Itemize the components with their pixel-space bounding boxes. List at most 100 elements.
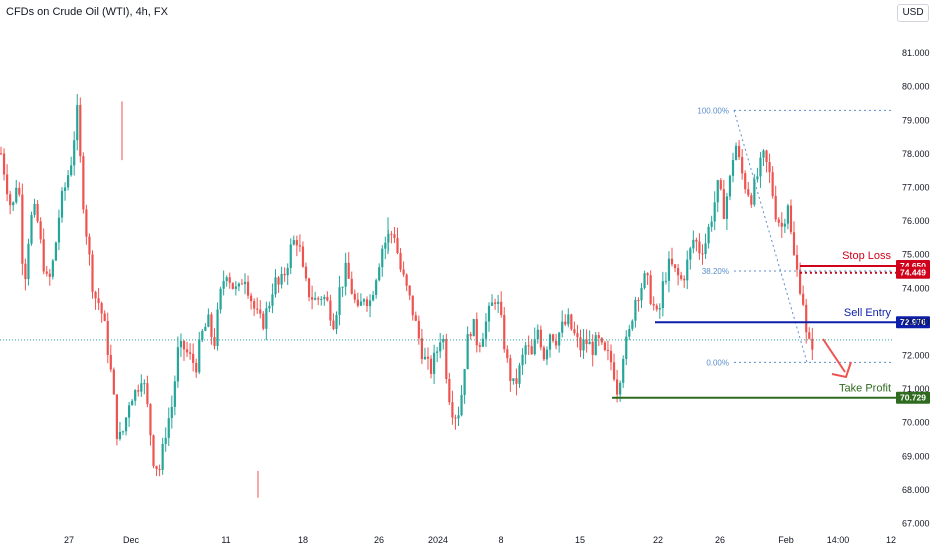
candle-body <box>625 336 628 360</box>
candle-body <box>250 295 253 302</box>
candle-body <box>692 239 695 249</box>
candle-body <box>420 338 423 360</box>
candle-body <box>356 299 359 306</box>
candle-body <box>658 308 661 310</box>
candle-body <box>338 287 341 316</box>
y-tick-label: 81.000 <box>902 48 930 58</box>
candle-body <box>582 339 585 351</box>
candle-body <box>253 301 256 309</box>
candle-body <box>375 280 378 295</box>
candle-body <box>448 379 451 403</box>
candle-body <box>368 300 372 307</box>
down-arrow <box>822 338 846 373</box>
price-tag <box>896 391 930 404</box>
candle-body <box>27 243 30 280</box>
candle-body <box>649 275 652 304</box>
candle-body <box>686 259 689 281</box>
candle-body <box>155 466 158 469</box>
candle-body <box>667 258 671 281</box>
candle-body <box>21 194 24 264</box>
candle-body <box>606 349 610 351</box>
candle-body <box>320 298 323 300</box>
take-profit-label: Take Profit <box>839 383 891 395</box>
currency-button[interactable]: USD <box>897 4 929 22</box>
candle-body <box>716 180 719 203</box>
down-arrow-head <box>831 361 852 379</box>
candle-body <box>756 176 759 180</box>
candle-body <box>295 240 298 246</box>
fib-level-label: 0.00% <box>706 358 729 367</box>
candle-body <box>622 359 625 383</box>
x-tick-label: Feb <box>778 535 794 545</box>
candle-body <box>564 321 567 325</box>
x-tick-label: 26 <box>715 535 725 545</box>
y-tick-label: 69.000 <box>902 451 930 461</box>
candle-body <box>603 342 606 350</box>
candle-body <box>301 246 305 267</box>
price-axis: 81.000 80.000 79.000 78.000 77.000 76.000 75.0… <box>902 48 930 528</box>
candle-body <box>323 297 326 299</box>
candle-body <box>393 234 396 238</box>
candle-body <box>231 282 234 289</box>
candle-body <box>762 150 765 158</box>
price-tag <box>896 316 930 329</box>
candle-body <box>311 297 314 300</box>
candle-body <box>548 334 552 350</box>
candle-body <box>558 332 561 346</box>
candle-body <box>42 239 45 272</box>
candle-body <box>588 341 591 345</box>
candle-body <box>167 418 170 438</box>
candle-body <box>771 172 774 197</box>
candle-body <box>405 274 408 286</box>
price-tag-label: 72.976 <box>900 317 926 327</box>
candle-body <box>616 379 619 395</box>
candle-body <box>579 337 582 351</box>
fib-level-label: 100.00% <box>697 106 729 115</box>
candle-body <box>378 267 381 281</box>
candle-body <box>317 298 320 300</box>
candle-body <box>591 341 594 355</box>
candle-body <box>289 244 292 268</box>
price-tag-label: 70.729 <box>900 393 926 403</box>
x-tick-label: 12 <box>886 535 896 545</box>
candle-body <box>207 314 210 327</box>
candle-body <box>567 314 570 325</box>
candle-body <box>399 252 402 270</box>
candle-body <box>256 308 259 310</box>
candle-body <box>503 314 506 350</box>
y-tick-label: 70.000 <box>902 418 930 428</box>
candle-body <box>274 277 277 295</box>
candle-body <box>725 196 728 219</box>
y-tick-label: 77.000 <box>902 183 930 193</box>
candle-body <box>759 157 762 177</box>
candle-body <box>734 145 738 160</box>
candle-body <box>423 356 427 360</box>
candle-body <box>698 241 701 254</box>
candle-body <box>634 299 637 321</box>
candle-body <box>664 280 667 282</box>
candle-body <box>182 340 186 350</box>
candle-body <box>609 350 613 363</box>
candle-body <box>524 345 527 355</box>
candle-body <box>561 321 564 333</box>
candle-body <box>619 382 622 395</box>
candle-body <box>594 335 597 355</box>
candle-body <box>655 305 658 310</box>
candle-body <box>515 378 518 384</box>
candle-body <box>497 301 500 304</box>
candle-body <box>722 189 725 219</box>
candle-body <box>124 417 128 432</box>
candle-body <box>173 381 176 407</box>
candle-body <box>777 219 780 223</box>
candle-body <box>57 217 61 243</box>
candle-body <box>149 404 152 436</box>
candle-body <box>710 221 713 227</box>
candle-body <box>695 239 698 242</box>
candle-body <box>408 285 411 296</box>
candle-body <box>262 313 265 329</box>
candle-body <box>576 333 579 338</box>
candle-body <box>234 286 237 289</box>
candle-body <box>704 243 707 255</box>
price-tag-label: 74.650 <box>900 261 926 271</box>
